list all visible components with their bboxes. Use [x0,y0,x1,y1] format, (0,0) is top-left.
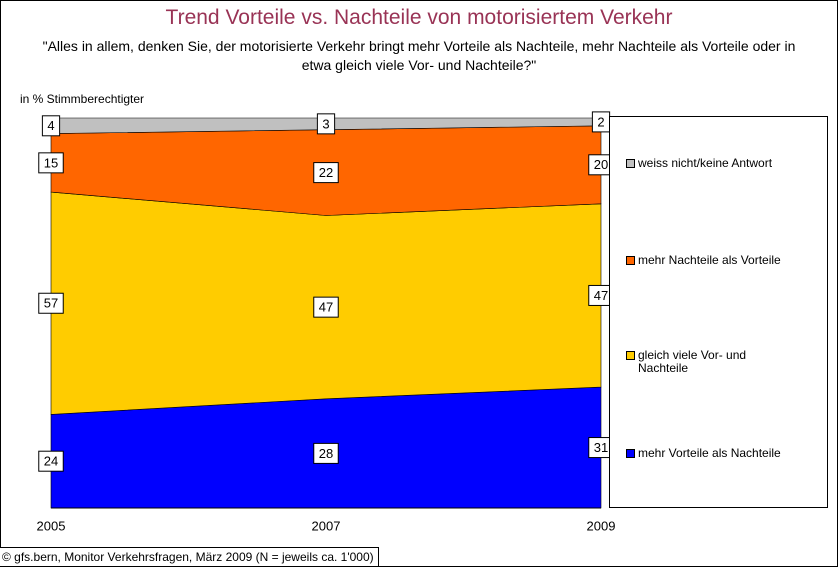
data-label-text: 2 [597,114,604,129]
data-label-box [38,152,64,174]
legend-item: gleich viele Vor- und Nachteile [626,349,788,375]
data-label-text: 47 [594,288,608,303]
legend-swatch [626,351,635,360]
data-label-box [41,115,61,137]
data-label-text: 20 [594,157,608,172]
data-label: 31 [588,437,614,459]
chart-subtitle: "Alles in allem, denken Sie, der motoris… [42,38,796,73]
legend-item: weiss nicht/keine Antwort [626,157,834,170]
data-label: 24 [38,450,64,472]
data-label-text: 57 [44,296,58,311]
data-label: 15 [38,152,64,174]
data-label-text: 24 [44,454,58,469]
legend-label: weiss nicht/keine Antwort [638,156,773,170]
data-label: 22 [313,162,339,184]
data-label-box [38,292,64,314]
data-label-text: 31 [594,440,608,455]
data-label-text: 22 [319,165,333,180]
legend: weiss nicht/keine Antwort mehr Nachteile … [609,116,828,508]
data-label: 47 [313,296,339,318]
legend-item: mehr Vorteile als Nachteile [626,447,834,460]
data-label: 57 [38,292,64,314]
source-note: © gfs.bern, Monitor Verkehrsfragen, März… [0,547,379,567]
x-tick-label: 2005 [37,518,66,533]
y-axis-label: in % Stimmberechtigter [20,92,145,106]
data-label-text: 4 [47,118,54,133]
data-label-text: 15 [44,155,58,170]
legend-item: mehr Nachteile als Vorteile [626,254,834,267]
data-label: 28 [313,442,339,464]
data-label: 3 [316,113,336,135]
chart-title: Trend Vorteile vs. Nachteile von motoris… [165,6,673,29]
legend-label: mehr Nachteile als Vorteile [638,253,781,267]
x-tick-label: 2009 [587,518,616,533]
legend-swatch [626,159,635,168]
data-label: 4 [41,115,61,137]
data-label: 47 [588,284,614,306]
data-label: 2 [591,111,611,133]
data-label-box [313,442,339,464]
data-label-text: 3 [322,116,329,131]
data-label-text: 28 [319,446,333,461]
data-label-text: 47 [319,300,333,315]
data-label: 20 [588,154,614,176]
data-label-box [313,162,339,184]
legend-swatch [626,449,635,458]
legend-label: mehr Vorteile als Nachteile [638,446,781,460]
x-tick-label: 2007 [312,518,341,533]
data-label-box [313,296,339,318]
data-label-box [38,450,64,472]
legend-swatch [626,256,635,265]
legend-label: gleich viele Vor- und Nachteile [638,348,747,375]
data-label-box [316,113,336,135]
